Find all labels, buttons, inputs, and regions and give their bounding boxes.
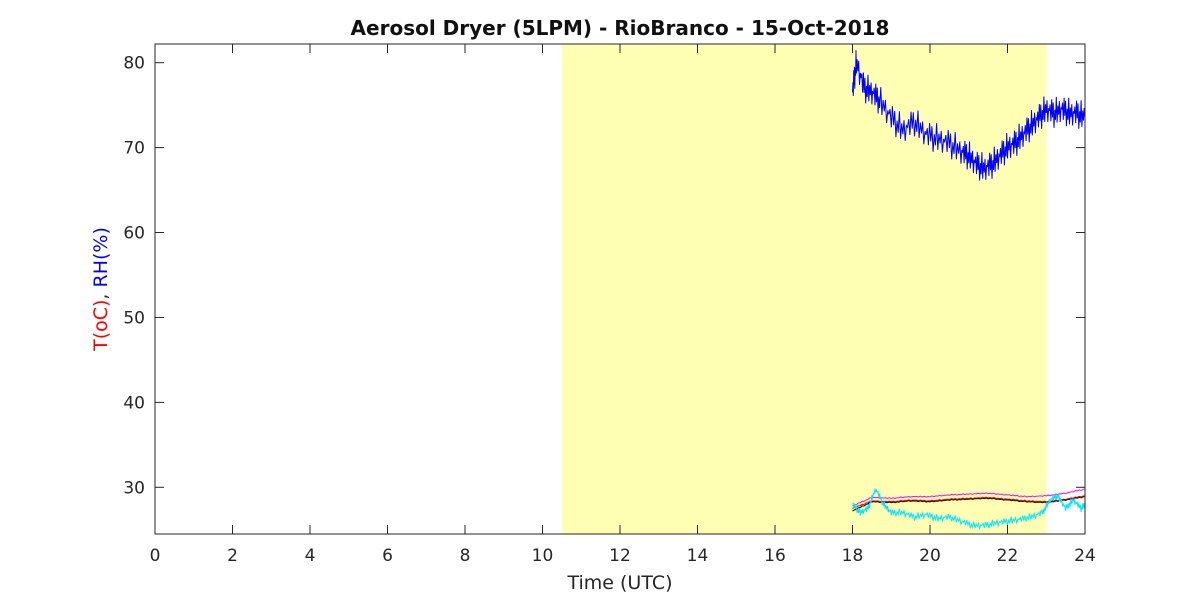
shaded-period [561,44,1047,534]
x-tick-label: 10 [532,546,554,566]
y-tick-label: 30 [123,478,145,498]
x-tick-label: 22 [997,546,1019,566]
x-tick-label: 18 [842,546,864,566]
x-tick-label: 24 [1074,546,1096,566]
x-ticks: 0 2 4 6 8 10 12 14 16 18 20 22 24 [150,44,1096,566]
series-line-5 [852,488,1086,531]
x-tick-label: 20 [919,546,941,566]
series-line-2 [852,488,1086,507]
y-tick-label: 80 [123,54,145,74]
x-tick-label: 0 [150,546,161,566]
x-axis-label: Time (UTC) [566,572,672,594]
chart-title: Aerosol Dryer (5LPM) - RioBranco - 15-Oc… [351,16,890,40]
series-line-4 [852,495,1086,509]
series-layer [852,50,1086,531]
x-tick-label: 6 [382,546,393,566]
series-line-1 [852,50,1086,181]
x-tick-label: 14 [687,546,709,566]
y-axis-label-part: , [90,287,112,299]
y-tick-label: 70 [123,139,145,159]
y-tick-label: 50 [123,308,145,328]
y-tick-label: 40 [123,393,145,413]
y-tick-label: 60 [123,224,145,244]
x-tick-label: 8 [460,546,471,566]
x-tick-label: 2 [227,546,238,566]
y-axis-label-part: RH(%) [90,227,112,287]
y-axis-label: T(oC), RH(%) [90,227,112,352]
x-tick-label: 4 [305,546,316,566]
y-ticks: 30 40 50 60 70 80 [123,54,1085,498]
x-tick-label: 12 [609,546,631,566]
x-tick-label: 16 [764,546,786,566]
y-axis-label-part: T(oC) [90,300,112,352]
